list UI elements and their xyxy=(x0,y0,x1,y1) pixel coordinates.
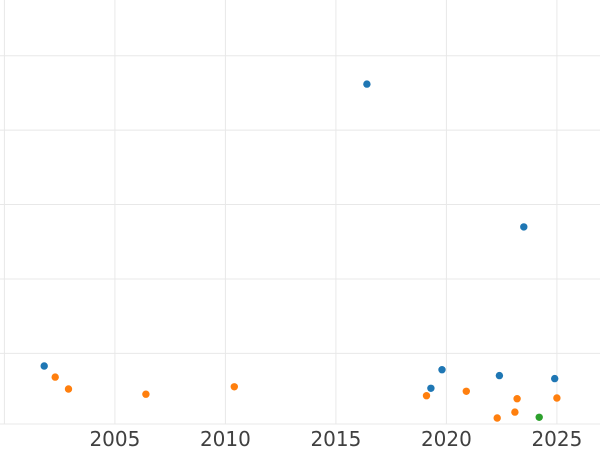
grid-lines xyxy=(0,0,600,425)
data-point-series-orange xyxy=(511,408,519,416)
data-point-series-orange xyxy=(64,385,73,393)
data-point-series-blue xyxy=(495,371,504,380)
data-point-series-blue xyxy=(551,374,559,383)
data-point-series-blue xyxy=(520,223,528,231)
x-tick-label: 2005 xyxy=(89,427,140,450)
data-point-series-orange xyxy=(513,395,521,403)
data-point-series-blue xyxy=(438,366,446,374)
x-axis-tick-labels: 2005 2010 2015 2020 2025 xyxy=(89,427,582,450)
x-tick-label: 2020 xyxy=(421,427,472,450)
data-point-series-blue xyxy=(40,362,48,370)
data-point-series-green xyxy=(535,413,543,421)
x-tick-label: 2010 xyxy=(200,427,251,450)
data-point-series-orange xyxy=(553,394,561,402)
data-point-series-orange xyxy=(51,373,59,381)
x-tick-label: 2015 xyxy=(310,427,361,450)
x-tick-label: 2025 xyxy=(531,427,582,450)
data-point-series-blue xyxy=(427,384,435,392)
data-point-series-orange xyxy=(493,414,501,422)
data-point-series-orange xyxy=(230,383,238,391)
data-points xyxy=(40,80,561,422)
data-point-series-orange xyxy=(142,390,150,398)
data-point-series-orange xyxy=(462,387,470,395)
data-point-series-orange xyxy=(422,392,431,400)
data-point-series-blue xyxy=(363,80,371,88)
